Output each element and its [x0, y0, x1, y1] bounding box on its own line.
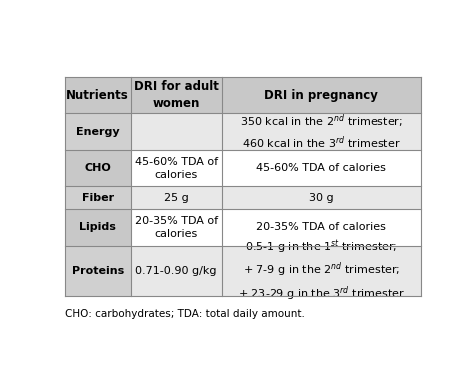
Text: CHO: carbohydrates; TDA: total daily amount.: CHO: carbohydrates; TDA: total daily amo… [65, 309, 305, 319]
Bar [221, 150, 421, 186]
Bar [131, 209, 221, 246]
Bar [65, 246, 131, 296]
Bar [65, 113, 131, 150]
Bar [221, 209, 421, 246]
Text: 45-60% TDA of
calories: 45-60% TDA of calories [135, 156, 218, 180]
Bar [131, 186, 221, 209]
Text: 350 kcal in the 2$^{nd}$ trimester;
460 kcal in the 3$^{rd}$ trimester: 350 kcal in the 2$^{nd}$ trimester; 460 … [240, 112, 403, 151]
Bar [65, 186, 131, 209]
Bar [221, 246, 421, 296]
Text: DRI in pregnancy: DRI in pregnancy [264, 89, 378, 102]
Text: 20-35% TDA of
calories: 20-35% TDA of calories [135, 216, 218, 239]
Text: Fiber: Fiber [82, 193, 114, 203]
Bar [65, 150, 131, 186]
Bar [221, 113, 421, 150]
Text: Proteins: Proteins [72, 266, 124, 276]
Text: DRI for adult
women: DRI for adult women [134, 80, 219, 110]
Bar [65, 77, 131, 113]
Text: 0.5-1 g in the 1$^{st}$ trimester;
+ 7-9 g in the 2$^{nd}$ trimester;
+ 23-29 g : 0.5-1 g in the 1$^{st}$ trimester; + 7-9… [238, 238, 405, 303]
Text: 20-35% TDA of calories: 20-35% TDA of calories [256, 223, 386, 232]
Text: 0.71-0.90 g/kg: 0.71-0.90 g/kg [136, 266, 217, 276]
Text: Nutrients: Nutrients [66, 89, 129, 102]
Text: Energy: Energy [76, 127, 119, 137]
Bar [131, 150, 221, 186]
Text: 45-60% TDA of calories: 45-60% TDA of calories [256, 163, 386, 173]
Text: 25 g: 25 g [164, 193, 189, 203]
Text: Lipids: Lipids [79, 223, 116, 232]
Text: CHO: CHO [84, 163, 111, 173]
Bar [221, 186, 421, 209]
Bar [131, 246, 221, 296]
Text: 30 g: 30 g [309, 193, 334, 203]
Bar [221, 77, 421, 113]
Bar [65, 209, 131, 246]
Bar [131, 113, 221, 150]
Bar [131, 77, 221, 113]
